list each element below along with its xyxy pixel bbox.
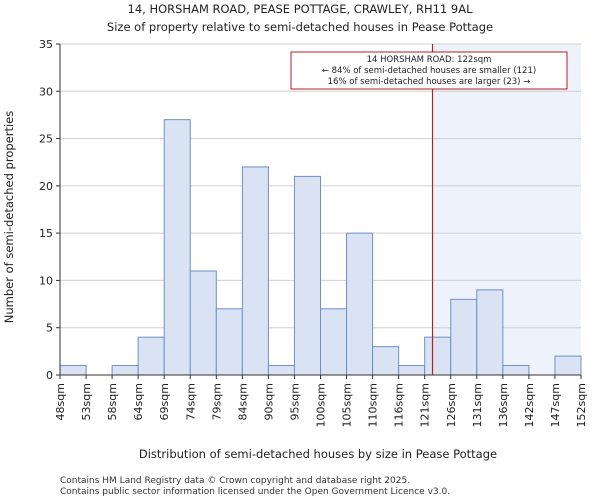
annotation-border xyxy=(290,51,568,90)
x-tick-label: 100sqm xyxy=(315,383,328,427)
x-tick-label: 95sqm xyxy=(288,383,301,420)
bar xyxy=(189,270,217,376)
x-tick-label: 79sqm xyxy=(210,383,223,420)
x-tick-label: 90sqm xyxy=(262,383,275,420)
bar xyxy=(137,336,165,376)
y-tick-label: 30 xyxy=(39,85,53,98)
bar xyxy=(241,166,269,376)
x-tick-label: 136sqm xyxy=(497,383,510,427)
x-tick-label: 53sqm xyxy=(80,383,93,420)
bar xyxy=(450,298,478,376)
x-tick-label: 58sqm xyxy=(106,383,119,420)
y-tick-label: 35 xyxy=(39,38,53,51)
x-tick-label: 105sqm xyxy=(341,383,354,427)
chart-title: 14, HORSHAM ROAD, PEASE POTTAGE, CRAWLEY… xyxy=(128,2,474,16)
annotation-line-1: 14 HORSHAM ROAD: 122sqm xyxy=(367,55,492,65)
annotation-line-2: ← 84% of semi-detached houses are smalle… xyxy=(322,66,536,76)
bar xyxy=(372,346,400,376)
x-tick-label: 116sqm xyxy=(393,383,406,427)
annotation-box: 14 HORSHAM ROAD: 122sqm ← 84% of semi-de… xyxy=(290,51,568,90)
chart-subtitle: Size of property relative to semi-detach… xyxy=(107,20,493,34)
x-tick-label: 48sqm xyxy=(54,383,67,420)
x-tick-label: 152sqm xyxy=(575,383,588,427)
x-tick-label: 84sqm xyxy=(236,383,249,420)
x-tick-label: 121sqm xyxy=(419,383,432,427)
x-tick-labels: 48sqm 53sqm 58sqm 64sqm 69sqm 74sqm 79sqm 84sqm… xyxy=(54,375,588,427)
x-tick-label: 74sqm xyxy=(184,383,197,420)
y-tick-labels: 0 5 10 15 20 25 30 35 xyxy=(39,38,60,382)
y-axis-title: Number of semi-detached properties xyxy=(2,111,16,323)
bar xyxy=(320,308,348,376)
bar xyxy=(554,355,582,376)
bar xyxy=(398,365,426,376)
footer-line-2: Contains public sector information licen… xyxy=(60,487,450,497)
x-tick-label: 147sqm xyxy=(549,383,562,427)
bar xyxy=(59,365,87,376)
footer-line-1: Contains HM Land Registry data © Crown c… xyxy=(60,476,410,486)
x-axis-title: Distribution of semi-detached houses by … xyxy=(139,447,497,461)
y-tick-label: 15 xyxy=(39,227,53,240)
y-tick-label: 25 xyxy=(39,133,53,146)
bar xyxy=(476,289,504,376)
bar xyxy=(163,119,191,376)
x-tick-label: 69sqm xyxy=(158,383,171,420)
y-tick-label: 20 xyxy=(39,180,53,193)
annotation-line-3: 16% of semi-detached houses are larger (… xyxy=(328,77,531,87)
bar xyxy=(346,232,374,376)
bar xyxy=(502,365,530,376)
x-tick-label: 64sqm xyxy=(132,383,145,420)
bar xyxy=(215,308,243,376)
bar xyxy=(293,175,322,376)
x-tick-label: 126sqm xyxy=(445,383,458,427)
bar xyxy=(424,336,452,376)
x-tick-label: 131sqm xyxy=(471,383,484,427)
y-tick-label: 5 xyxy=(46,322,53,335)
y-tick-label: 0 xyxy=(46,369,53,382)
y-tick-label: 10 xyxy=(39,274,53,287)
bar xyxy=(111,365,139,376)
x-tick-label: 142sqm xyxy=(523,383,536,427)
bar xyxy=(267,365,295,376)
x-tick-label: 110sqm xyxy=(367,383,380,427)
